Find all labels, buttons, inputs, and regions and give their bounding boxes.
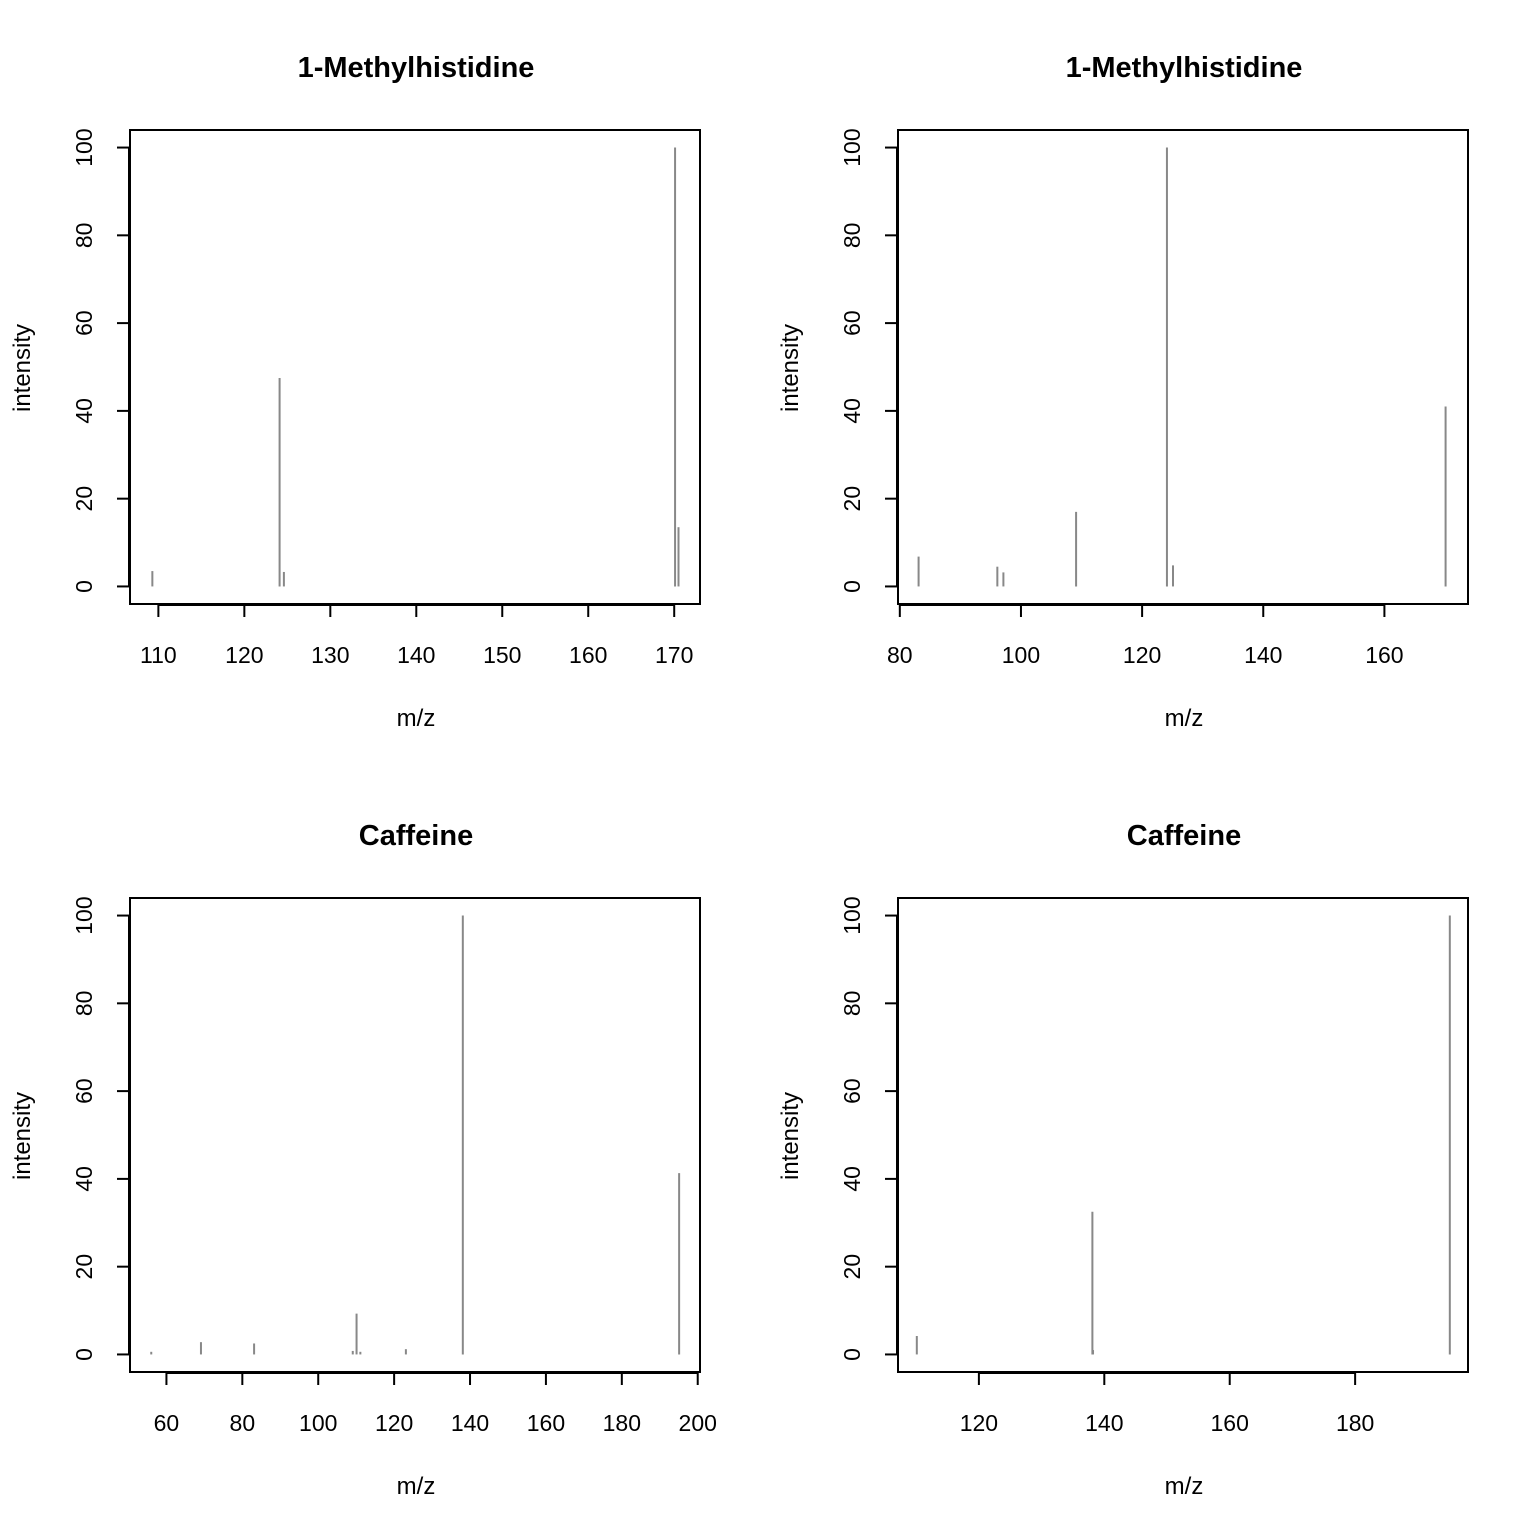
y-tick-label: 80	[71, 223, 97, 249]
y-tick-label: 0	[839, 1348, 865, 1361]
y-tick-label: 100	[839, 896, 865, 934]
y-tick-label: 80	[839, 223, 865, 249]
x-tick-label: 100	[299, 1410, 337, 1436]
x-axis-label: m/z	[1165, 1473, 1204, 1500]
plot-area: 110 120 130 140 150 160 170 0 20 40 60 80 100	[71, 128, 701, 668]
y-tick-label: 20	[71, 1254, 97, 1280]
x-tick-label: 80	[230, 1410, 256, 1436]
chart-title: Caffeine	[1127, 820, 1241, 852]
x-tick-label: 170	[655, 642, 693, 668]
plot-area: 80 100 120 140 160 0 20 40 60 80 100	[839, 128, 1469, 668]
plot-area: 60 80 100 120 140 160 180 200 0 20 40 60 80 100	[71, 896, 717, 1436]
y-tick-label: 80	[839, 991, 865, 1017]
y-tick-label: 60	[839, 310, 865, 336]
x-tick-label: 100	[1002, 642, 1040, 668]
y-tick-label: 20	[839, 486, 865, 512]
x-tick-label: 150	[483, 642, 521, 668]
spectrum-panel-2: 1-Methylhistidine m/z intensity 80 100 120…	[768, 0, 1536, 768]
y-tick-label: 100	[71, 896, 97, 934]
y-tick-label: 40	[839, 398, 865, 424]
x-tick-label: 80	[887, 642, 913, 668]
x-tick-label: 140	[1085, 1410, 1123, 1436]
x-tick-label: 140	[451, 1410, 489, 1436]
x-axis-label: m/z	[1165, 705, 1204, 732]
spectrum-chart: 1-Methylhistidine m/z intensity 110 120 13…	[9, 52, 701, 732]
y-tick-label: 20	[71, 486, 97, 512]
x-tick-label: 130	[311, 642, 349, 668]
x-tick-label: 60	[154, 1410, 180, 1436]
spectrum-panel-3: Caffeine m/z intensity 60 80 100 120 140 160 1…	[0, 768, 768, 1536]
x-tick-label: 180	[603, 1410, 641, 1436]
y-tick-label: 40	[839, 1166, 865, 1192]
spectrum-chart: 1-Methylhistidine m/z intensity 80 100 120…	[777, 52, 1469, 732]
plot-frame	[897, 129, 1469, 605]
y-tick-label: 20	[839, 1254, 865, 1280]
plot-area: 120 140 160 180 0 20 40 60 80 100	[839, 896, 1469, 1436]
y-tick-label: 40	[71, 398, 97, 424]
spectrum-chart: Caffeine m/z intensity 60 80 100 120 140 160 1…	[9, 820, 717, 1500]
y-tick-label: 40	[71, 1166, 97, 1192]
plot-frame	[129, 129, 701, 605]
x-tick-label: 160	[1211, 1410, 1249, 1436]
spectrum-panel-4: Caffeine m/z intensity 120 140 160 180 0 20 40…	[768, 768, 1536, 1536]
y-axis-label: intensity	[9, 1092, 36, 1180]
y-tick-label: 0	[71, 1348, 97, 1361]
y-tick-label: 100	[71, 128, 97, 166]
x-tick-label: 200	[679, 1410, 717, 1436]
x-tick-label: 140	[397, 642, 435, 668]
spectrum-chart: Caffeine m/z intensity 120 140 160 180 0 20 40…	[777, 820, 1469, 1500]
y-tick-label: 100	[839, 128, 865, 166]
y-axis-label: intensity	[777, 324, 804, 412]
y-tick-label: 60	[71, 310, 97, 336]
y-tick-label: 0	[71, 580, 97, 593]
chart-title: 1-Methylhistidine	[298, 52, 535, 84]
x-tick-label: 160	[527, 1410, 565, 1436]
x-tick-label: 120	[960, 1410, 998, 1436]
x-axis-label: m/z	[397, 705, 436, 732]
x-tick-label: 160	[1365, 642, 1403, 668]
y-axis-label: intensity	[9, 324, 36, 412]
chart-title: Caffeine	[359, 820, 473, 852]
plot-frame	[129, 897, 701, 1373]
x-tick-label: 120	[375, 1410, 413, 1436]
x-axis-label: m/z	[397, 1473, 436, 1500]
x-tick-label: 110	[140, 642, 177, 668]
y-tick-label: 60	[71, 1078, 97, 1104]
y-tick-label: 80	[71, 991, 97, 1017]
x-tick-label: 180	[1336, 1410, 1374, 1436]
spectrum-panel-1: 1-Methylhistidine m/z intensity 110 120 13…	[0, 0, 768, 768]
x-tick-label: 120	[1123, 642, 1161, 668]
x-tick-label: 160	[569, 642, 607, 668]
x-tick-label: 140	[1244, 642, 1282, 668]
plot-frame	[897, 897, 1469, 1373]
y-axis-label: intensity	[777, 1092, 804, 1180]
y-tick-label: 60	[839, 1078, 865, 1104]
y-tick-label: 0	[839, 580, 865, 593]
x-tick-label: 120	[225, 642, 263, 668]
chart-title: 1-Methylhistidine	[1066, 52, 1303, 84]
